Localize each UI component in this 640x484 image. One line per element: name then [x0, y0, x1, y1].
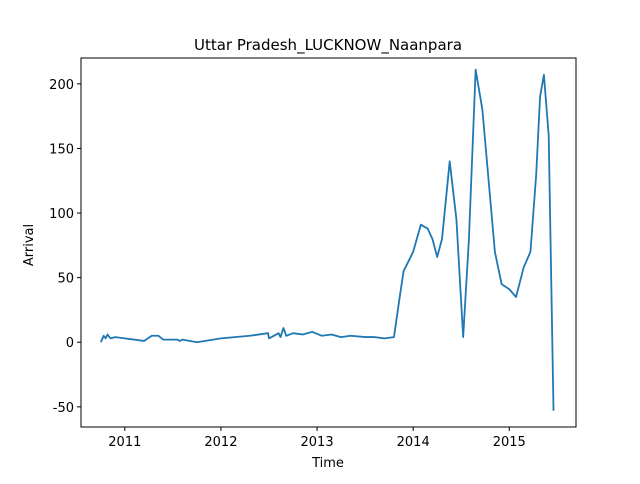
- y-tick-label: 50: [57, 272, 74, 287]
- y-tick-label: 150: [49, 142, 74, 157]
- x-tick-label: 2012: [204, 435, 237, 450]
- x-axis-label: Time: [311, 456, 344, 471]
- x-tick-label: 2015: [493, 435, 526, 450]
- y-tick-label: 200: [49, 78, 74, 93]
- y-tick-label: 0: [66, 336, 74, 351]
- plot-frame: [80, 57, 577, 428]
- y-tick-label: -50: [53, 401, 74, 416]
- x-tick-label: 2011: [108, 435, 141, 450]
- y-axis-label: Arrival: [22, 224, 37, 266]
- data-line: [99, 68, 555, 411]
- y-tick-label: 100: [49, 207, 74, 222]
- chart-title: Uttar Pradesh_LUCKNOW_Naanpara: [194, 36, 462, 55]
- x-tick-label: 2014: [397, 435, 430, 450]
- x-tick-label: 2013: [301, 435, 334, 450]
